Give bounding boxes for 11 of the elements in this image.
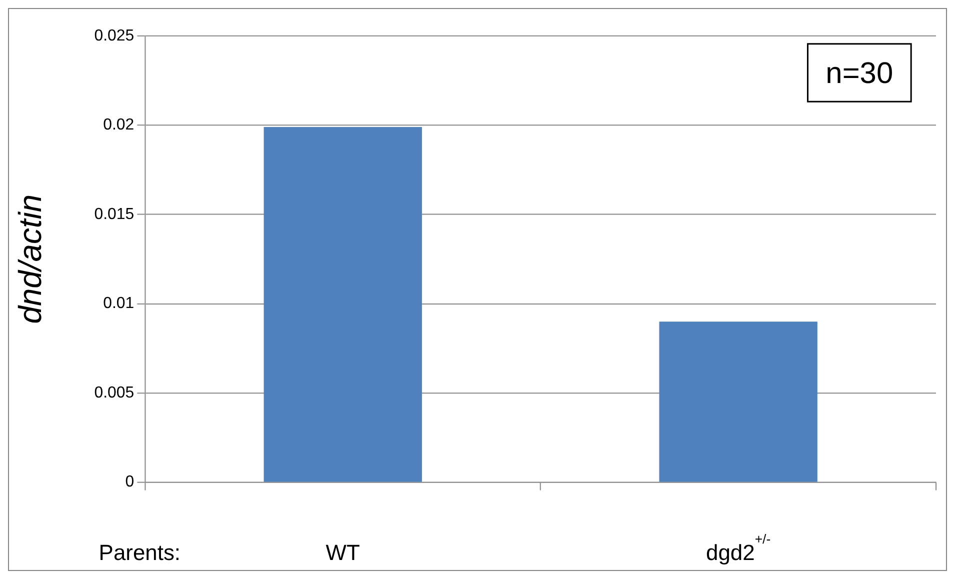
y-tick-label: 0.02 xyxy=(103,116,134,134)
y-tick-label: 0.015 xyxy=(94,206,134,223)
annotation: n=30 xyxy=(826,57,894,90)
y-tick-label: 0.025 xyxy=(94,27,134,44)
y-axis-title: dnd/actin xyxy=(12,194,48,324)
x-tick-label: WT xyxy=(326,540,360,566)
y-tick-label: 0 xyxy=(125,474,134,491)
text: Parents: xyxy=(98,540,181,566)
y-tick-label: 0.005 xyxy=(94,384,134,402)
x-tick-label: dgd2+/- xyxy=(706,532,771,566)
y-tick-label: 0.01 xyxy=(103,295,134,312)
